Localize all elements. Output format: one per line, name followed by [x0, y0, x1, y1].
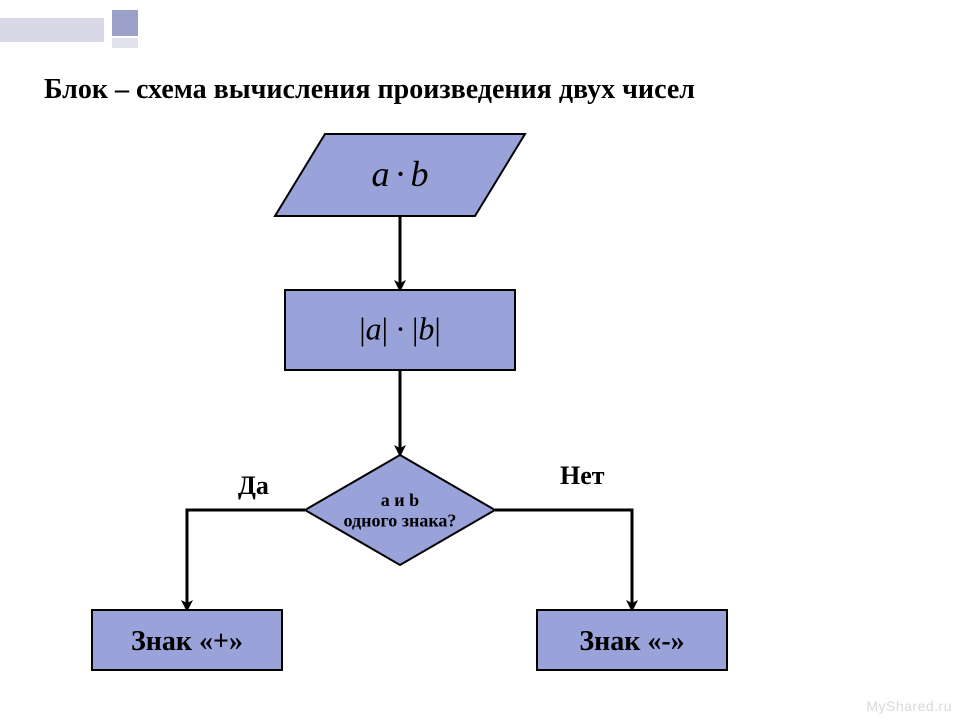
node-out_plus: Знак «+»: [92, 610, 282, 670]
node-process: |a| · |b|: [285, 290, 515, 370]
svg-text:|a| · |b|: |a| · |b|: [359, 311, 441, 347]
edge-decision-out_minus: [495, 510, 632, 610]
header-decoration-bar: [112, 10, 138, 36]
edge-label-Нет: Нет: [560, 461, 605, 490]
node-decision: a и bодного знака?: [305, 455, 495, 565]
edge-label-Да: Да: [238, 471, 269, 500]
node-out_minus: Знак «-»: [537, 610, 727, 670]
svg-text:Знак «-»: Знак «-»: [579, 626, 684, 657]
node-input: a·b: [275, 134, 525, 216]
svg-text:a и b: a и b: [381, 490, 419, 510]
header-decoration-bar: [0, 18, 104, 42]
svg-text:одного знака?: одного знака?: [344, 511, 457, 531]
svg-text:a·b: a·b: [372, 154, 429, 194]
header-decoration-bar: [112, 38, 138, 48]
edge-decision-out_plus: [187, 510, 305, 610]
svg-text:Знак «+»: Знак «+»: [131, 626, 243, 657]
flowchart-canvas: a·b |a| · |b| a и bодного знака? Знак «+» Зн…: [0, 0, 960, 720]
